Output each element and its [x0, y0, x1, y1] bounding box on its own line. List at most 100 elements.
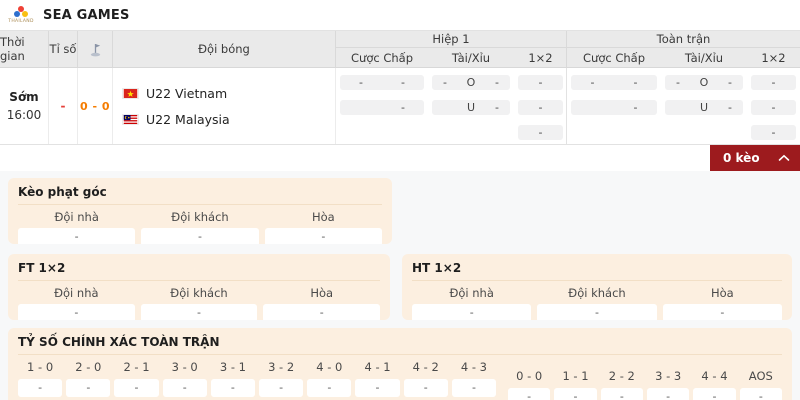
score-odds[interactable]: - — [508, 388, 551, 400]
score-odds[interactable]: - — [66, 379, 111, 397]
ft-home-header: Đội nhà — [54, 286, 99, 300]
handicap-line: - — [590, 76, 595, 89]
home-team-name: U22 Vietnam — [146, 85, 228, 101]
odds-cell-1x2-h1-draw[interactable]: - — [518, 125, 563, 140]
odds-value: - — [538, 126, 543, 139]
match-teams: U22 Vietnam U22 Malaysia — [113, 68, 336, 144]
odds-table-panel: THAILAND SEA GAMES Thời gian Tỉ số Đội b… — [0, 0, 800, 171]
away-team-name: U22 Malaysia — [146, 111, 230, 127]
group-label-h1: Hiệp 1 — [336, 31, 566, 48]
app-header: THAILAND SEA GAMES — [0, 0, 800, 30]
score-odds[interactable]: - — [403, 379, 448, 397]
score-odds[interactable]: - — [646, 388, 690, 400]
handicap-line: - — [359, 76, 363, 89]
home-team[interactable]: U22 Vietnam — [122, 86, 335, 101]
handicap-odds: - — [633, 101, 638, 114]
ht-draw-header: Hòa — [710, 286, 734, 300]
correct-score-card: TỶ SỐ CHÍNH XÁC TOÀN TRẬN 1 - 0-- 2 - 0-… — [8, 328, 792, 400]
score-odds[interactable]: - — [162, 379, 207, 397]
odds-cell-handicap-h1-r2[interactable]: - — [340, 100, 424, 115]
match-time: Sớm 16:00 — [0, 68, 49, 144]
odds-value: - — [538, 76, 543, 89]
over-label: O — [466, 76, 476, 89]
header-group-full-time: Toàn trận Cược Chấp Tài/Xỉu 1×2 — [567, 31, 800, 67]
ht-home-odds[interactable]: - — [412, 304, 532, 320]
odds-cell-handicap-ft-r1[interactable]: - - — [571, 75, 657, 90]
subcol-overunder-ft: Tài/Xỉu — [684, 50, 724, 65]
odds-cell-handicap-h1-r1[interactable]: - - — [340, 75, 424, 90]
under-odds: - — [728, 101, 732, 114]
odds-cell-1x2-h1-away[interactable]: - — [518, 100, 563, 115]
ht-1x2-card: HT 1×2 Đội nhà - Đội khách - Hòa - — [402, 254, 792, 320]
table-header: Thời gian Tỉ số Đội bóng Hiệp 1 Cược Chấ… — [0, 30, 800, 68]
score-header: 2 - 1 — [123, 360, 150, 374]
ht-1x2-title: HT 1×2 — [412, 261, 782, 281]
score-header: 4 - 3 — [460, 360, 487, 374]
correct-score-draw-columns: 0 - 0- 1 - 1- 2 - 2- 3 - 3- 4 - 4- AOS - — [508, 369, 782, 400]
corner-home-odds[interactable]: - — [18, 228, 136, 244]
odds-cell-1x2-ft-draw[interactable]: - — [751, 125, 796, 140]
logo-mark-icon — [13, 6, 29, 18]
ft-away-odds[interactable]: - — [140, 304, 258, 320]
under-label: U — [466, 101, 476, 114]
match-score: - — [49, 68, 78, 144]
odds-cell-under-h1[interactable]: U - — [432, 100, 510, 115]
corner-kick-title: Kèo phạt góc — [18, 185, 382, 205]
score-header: 2 - 2 — [608, 369, 635, 383]
over-odds: - — [728, 76, 732, 89]
score-odds[interactable]: - — [259, 379, 304, 397]
correct-score-title: TỶ SỐ CHÍNH XÁC TOÀN TRẬN — [18, 335, 782, 355]
ht-away-odds[interactable]: - — [537, 304, 657, 320]
odds-cell-handicap-ft-r2[interactable]: - — [571, 100, 657, 115]
score-odds[interactable]: - — [307, 379, 352, 397]
subcol-handicap-ft: Cược Chấp — [583, 50, 645, 65]
score-odds[interactable]: - — [355, 379, 400, 397]
away-team[interactable]: U22 Malaysia — [122, 112, 335, 127]
ht-draw-odds[interactable]: - — [662, 304, 782, 320]
score-header: 4 - 1 — [364, 360, 391, 374]
ft-1x2-title: FT 1×2 — [18, 261, 381, 281]
score-odds[interactable]: - — [210, 379, 256, 397]
score-odds[interactable]: - — [600, 388, 643, 400]
group-label-ft: Toàn trận — [567, 31, 800, 48]
corner-draw-odds[interactable]: - — [264, 228, 382, 244]
score-header: 3 - 3 — [655, 369, 682, 383]
score-header: 3 - 1 — [219, 360, 246, 374]
odds-cell-under-ft[interactable]: U - — [665, 100, 743, 115]
header-group-first-half: Hiệp 1 Cược Chấp Tài/Xỉu 1×2 — [336, 31, 567, 67]
score-odds[interactable]: - — [451, 379, 497, 397]
page-title: SEA GAMES — [43, 7, 130, 23]
odds-value: - — [771, 101, 776, 114]
score-odds[interactable]: - — [554, 388, 597, 400]
corner-home-header: Đội nhà — [54, 210, 99, 224]
score-odds[interactable]: - — [114, 379, 159, 397]
corner-draw-header: Hòa — [311, 210, 335, 224]
score-odds[interactable]: - — [739, 388, 782, 400]
chevron-up-icon — [778, 154, 790, 161]
subcol-handicap-h1: Cược Chấp — [351, 50, 413, 65]
odds-group-first-half: - - - - O - U - — [336, 68, 567, 144]
ft-draw-odds[interactable]: - — [263, 304, 381, 320]
corner-away-odds[interactable]: - — [141, 228, 259, 244]
odds-cell-1x2-h1-home[interactable]: - — [518, 75, 563, 90]
odds-count-label: 0 kèo — [723, 151, 760, 165]
odds-value: - — [771, 76, 776, 89]
odds-cell-over-h1[interactable]: - O - — [432, 75, 510, 90]
corner-kick-card: Kèo phạt góc Đội nhà - Đội khách - Hòa - — [8, 178, 392, 244]
ft-home-odds[interactable]: - — [18, 304, 135, 320]
score-odds[interactable]: - — [693, 388, 736, 400]
vietnam-flag-icon — [122, 87, 139, 99]
odds-cell-1x2-ft-home[interactable]: - — [751, 75, 796, 90]
odds-cell-1x2-ft-away[interactable]: - — [751, 100, 796, 115]
match-time-value: 16:00 — [6, 108, 42, 122]
odds-cell-over-ft[interactable]: - O - — [665, 75, 743, 90]
ou-line: - — [443, 76, 447, 89]
malaysia-flag-icon — [122, 113, 139, 125]
handicap-odds: - — [633, 76, 638, 89]
score-header: 2 - 0 — [75, 360, 102, 374]
handicap-odds: - — [401, 101, 405, 114]
score-odds[interactable]: - — [18, 379, 63, 397]
odds-count-collapse-button[interactable]: 0 kèo — [710, 145, 800, 171]
score-header: 1 - 0 — [27, 360, 54, 374]
subcol-1x2-ft: 1×2 — [761, 50, 786, 65]
